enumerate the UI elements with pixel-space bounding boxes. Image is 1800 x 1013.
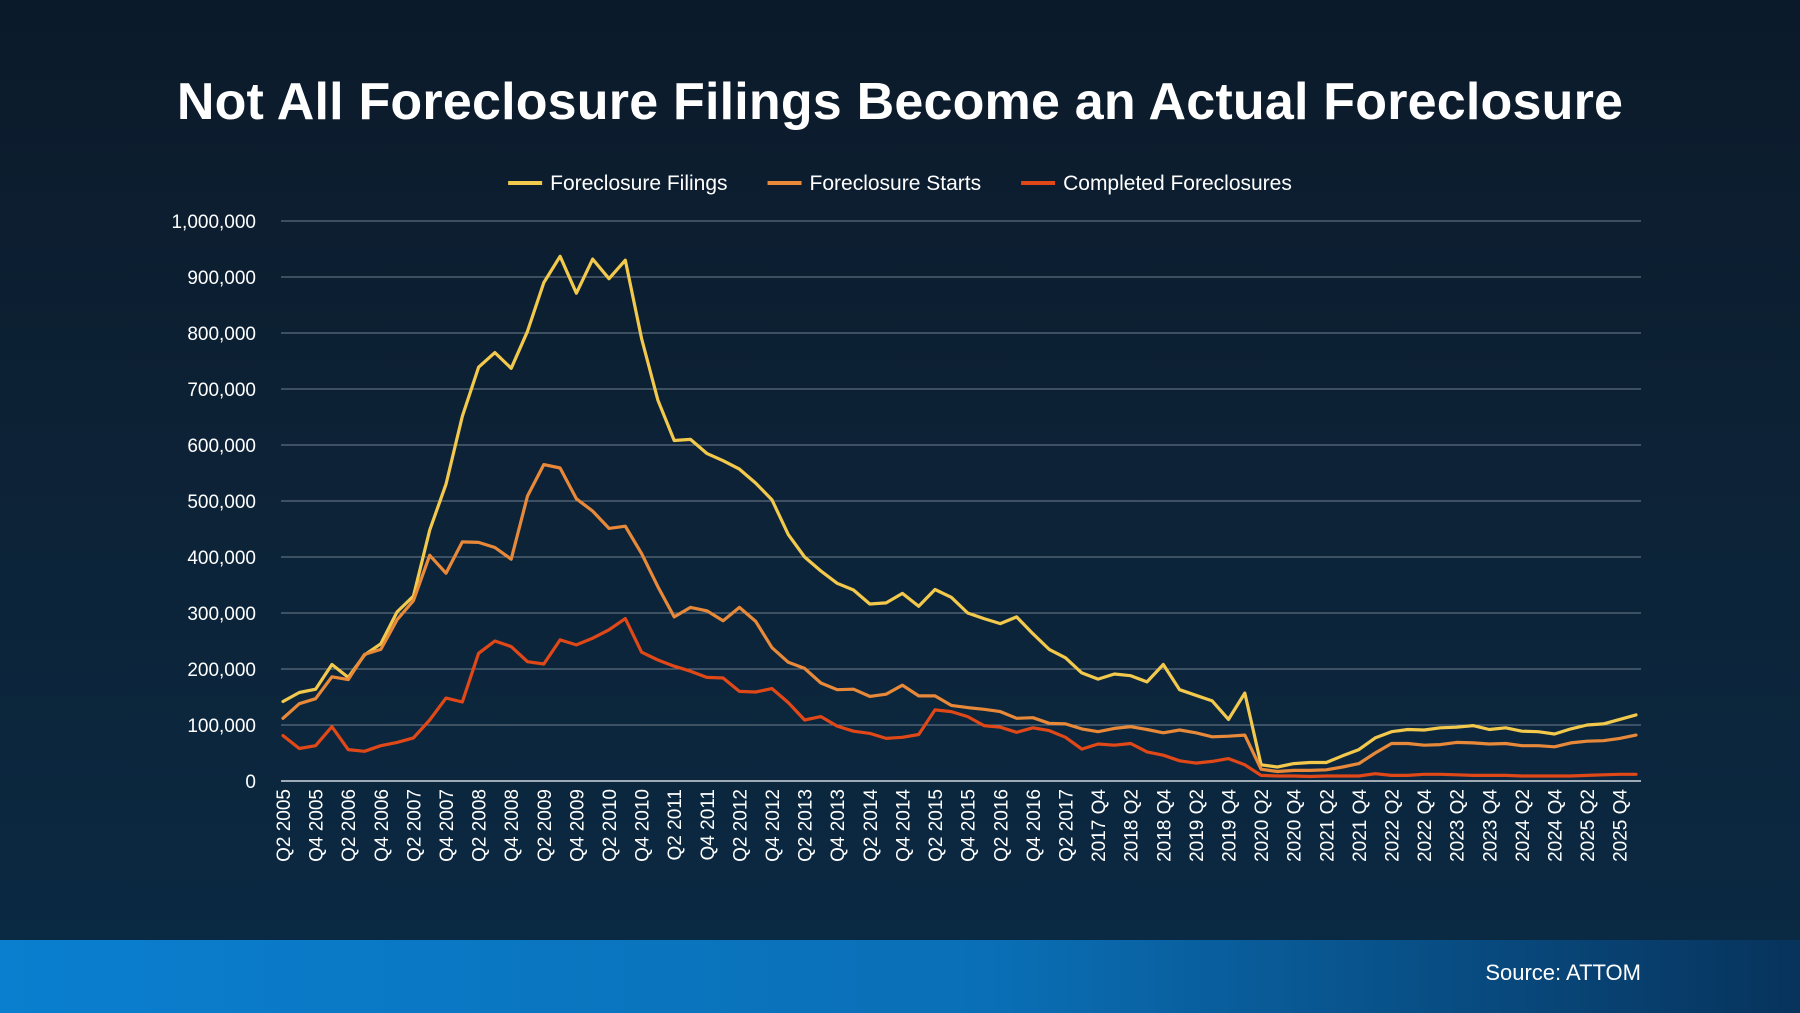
series-line-completed-foreclosures — [281, 616, 1638, 779]
series-line-foreclosure-starts — [281, 463, 1638, 774]
x-tick-label: 2025 Q4 — [1611, 789, 1632, 862]
x-tick-label: Q2 2016 — [991, 789, 1012, 862]
chart-legend: Foreclosure Filings Foreclosure Starts Com… — [508, 172, 1292, 195]
y-tick-label: 600,000 — [187, 436, 256, 457]
legend-label: Foreclosure Starts — [810, 172, 982, 195]
x-tick-label: Q2 2012 — [730, 789, 751, 862]
x-tick-label: Q2 2017 — [1056, 789, 1077, 862]
line-chart: Foreclosure Filings Foreclosure Starts Com… — [171, 172, 1641, 862]
x-axis-ticks: Q2 2005 Q4 2005 Q2 2006 Q4 2006 Q2 2007 Q4 20… — [274, 789, 1632, 862]
chart-gridlines — [281, 220, 1641, 782]
x-tick-label: 2020 Q4 — [1285, 789, 1306, 862]
x-tick-label: Q2 2006 — [339, 789, 360, 862]
x-tick-label: Q4 2012 — [763, 789, 784, 862]
x-tick-label: 2023 Q4 — [1480, 789, 1501, 862]
x-tick-label: 2019 Q4 — [1219, 789, 1240, 862]
x-tick-label: 2022 Q2 — [1382, 789, 1403, 862]
x-tick-label: 2025 Q2 — [1578, 789, 1599, 862]
x-tick-label: Q2 2010 — [600, 789, 621, 862]
y-tick-label: 800,000 — [187, 324, 256, 345]
x-tick-label: Q2 2008 — [470, 789, 491, 862]
x-tick-label: 2019 Q2 — [1187, 789, 1208, 862]
x-tick-label: Q2 2007 — [404, 789, 425, 862]
x-tick-label: Q2 2009 — [535, 789, 556, 862]
y-tick-label: 900,000 — [187, 268, 256, 289]
x-tick-label: 2018 Q2 — [1122, 789, 1143, 862]
x-tick-label: Q2 2015 — [926, 789, 947, 862]
series-line-foreclosure-filings — [281, 254, 1638, 769]
y-tick-label: 300,000 — [187, 604, 256, 625]
y-tick-label: 700,000 — [187, 380, 256, 401]
x-tick-label: Q4 2010 — [633, 789, 654, 862]
y-tick-label: 0 — [245, 772, 256, 793]
legend-label: Completed Foreclosures — [1063, 172, 1292, 195]
x-tick-label: Q2 2013 — [796, 789, 817, 862]
x-tick-label: 2020 Q2 — [1252, 789, 1273, 862]
x-tick-label: 2024 Q2 — [1513, 789, 1534, 862]
x-tick-label: Q4 2013 — [828, 789, 849, 862]
x-tick-label: 2022 Q4 — [1415, 789, 1436, 862]
x-tick-label: 2017 Q4 — [1089, 789, 1110, 862]
footer-bar: Source: ATTOM — [0, 940, 1800, 1013]
x-tick-label: 2023 Q2 — [1448, 789, 1469, 862]
y-tick-label: 1,000,000 — [171, 212, 256, 233]
x-tick-label: Q4 2005 — [307, 789, 328, 862]
x-tick-label: Q4 2016 — [1024, 789, 1045, 862]
legend-label: Foreclosure Filings — [550, 172, 727, 195]
x-tick-label: Q4 2009 — [567, 789, 588, 862]
x-tick-label: 2024 Q4 — [1545, 789, 1566, 862]
x-tick-label: Q4 2014 — [893, 789, 914, 862]
x-tick-label: Q4 2008 — [502, 789, 523, 862]
x-tick-label: Q2 2014 — [861, 789, 882, 862]
x-tick-label: Q4 2006 — [372, 789, 393, 862]
x-tick-label: Q2 2011 — [665, 789, 686, 860]
x-tick-label: 2021 Q2 — [1317, 789, 1338, 862]
x-tick-label: Q4 2011 — [698, 789, 719, 860]
chart-series — [281, 254, 1638, 779]
source-note: Source: ATTOM — [1485, 960, 1641, 985]
y-tick-label: 500,000 — [187, 492, 256, 513]
x-tick-label: Q4 2015 — [959, 789, 980, 862]
page-title: Not All Foreclosure Filings Become an Ac… — [176, 73, 1624, 131]
x-tick-label: Q4 2007 — [437, 789, 458, 862]
y-tick-label: 200,000 — [187, 660, 256, 681]
x-tick-label: 2021 Q4 — [1350, 789, 1371, 862]
y-tick-label: 100,000 — [187, 716, 256, 737]
x-tick-label: 2018 Q4 — [1154, 789, 1175, 862]
y-tick-label: 400,000 — [187, 548, 256, 569]
x-tick-label: Q2 2005 — [274, 789, 295, 862]
y-axis-ticks: 0 100,000 200,000 300,000 400,000 500,000 600,… — [171, 212, 256, 793]
